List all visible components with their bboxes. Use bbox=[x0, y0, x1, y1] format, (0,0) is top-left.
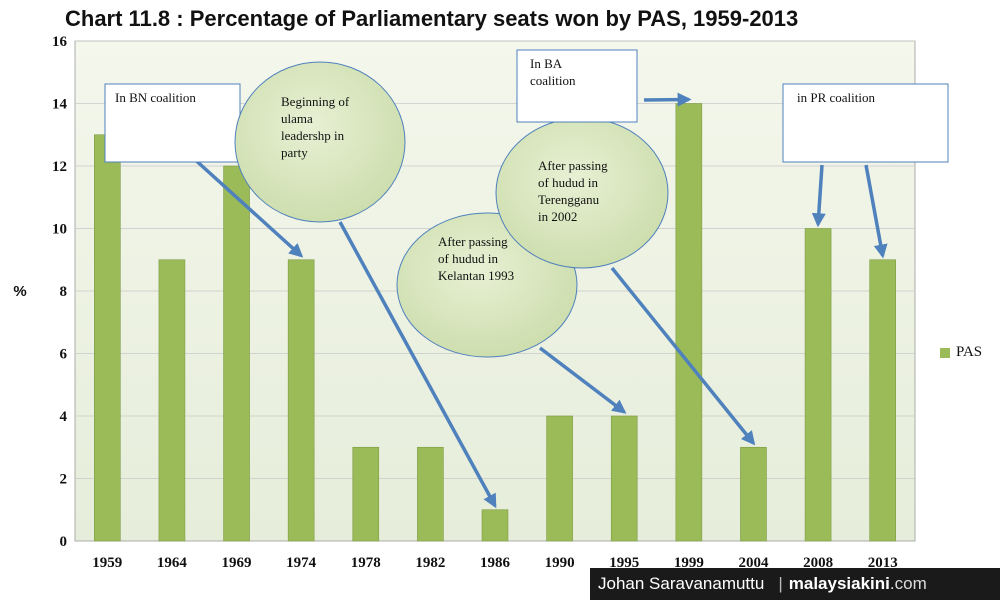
x-tick-label: 1990 bbox=[545, 555, 575, 571]
bar-1974 bbox=[287, 259, 315, 542]
y-tick-label: 16 bbox=[52, 34, 68, 50]
x-tick-label: 1969 bbox=[222, 555, 252, 571]
annotation-arrow-pr bbox=[864, 164, 888, 259]
x-tick-label: 1959 bbox=[92, 555, 122, 571]
bar-1995 bbox=[610, 415, 638, 542]
bar-1959 bbox=[94, 134, 121, 542]
annotation-arrow-pr bbox=[811, 164, 826, 228]
credit-brand: malaysiakini bbox=[788, 574, 890, 593]
annotation-text-terengganu: in 2002 bbox=[538, 209, 577, 224]
y-tick-label: 2 bbox=[60, 472, 68, 488]
y-tick-label: 8 bbox=[60, 284, 68, 300]
y-tick-label: 4 bbox=[60, 409, 68, 425]
annotation-text-kelantan: After passing bbox=[438, 234, 508, 249]
annotation-arrow-ulama bbox=[338, 221, 497, 509]
annotation-box-pr bbox=[782, 83, 949, 163]
legend-swatch-pas bbox=[940, 347, 950, 358]
x-tick-label: 2004 bbox=[738, 555, 769, 571]
annotation-arrow-kelantan bbox=[538, 346, 627, 414]
chart-title: Chart 11.8 : Percentage of Parliamentary… bbox=[65, 6, 799, 31]
credit-domain: .com bbox=[889, 574, 927, 593]
annotation-text-kelantan: of hudud in bbox=[438, 251, 498, 266]
annotation-text-ulama: Beginning of bbox=[281, 94, 350, 109]
bar-1969 bbox=[223, 165, 250, 542]
bar-2004 bbox=[740, 446, 767, 542]
y-tick-label: 12 bbox=[52, 159, 67, 175]
annotation-arrow-terengganu bbox=[610, 266, 756, 446]
bar-1999 bbox=[675, 103, 703, 542]
annotation-text-ulama: party bbox=[281, 145, 308, 160]
credit-separator: | bbox=[778, 574, 783, 593]
x-tick-label: 2008 bbox=[803, 555, 833, 571]
y-axis-label: % bbox=[13, 283, 26, 300]
bar-1982 bbox=[417, 446, 444, 542]
legend: PAS bbox=[940, 344, 982, 361]
annotation-text-ba: In BA bbox=[530, 56, 563, 71]
y-tick-label: 0 bbox=[60, 534, 68, 550]
annotation-text-bn: In BN coalition bbox=[115, 90, 196, 105]
annotation-text-terengganu: of hudud in bbox=[538, 175, 598, 190]
annotation-arrow-ba bbox=[643, 92, 692, 107]
x-tick-label: 1986 bbox=[480, 555, 511, 571]
y-tick-label: 10 bbox=[52, 222, 67, 238]
x-tick-label: 1999 bbox=[674, 555, 704, 571]
annotation-box-bn bbox=[104, 83, 241, 163]
bar-1964 bbox=[158, 259, 186, 542]
annotation-text-ba: coalition bbox=[530, 73, 576, 88]
annotation-text-terengganu: Terengganu bbox=[538, 192, 600, 207]
bar-1978 bbox=[352, 446, 380, 542]
annotation-text-pr: in PR coalition bbox=[797, 90, 876, 105]
annotation-text-terengganu: After passing bbox=[538, 158, 608, 173]
x-tick-label: 1982 bbox=[415, 555, 445, 571]
bar-2013 bbox=[869, 259, 896, 542]
bar-1990 bbox=[546, 415, 573, 542]
bar-2008 bbox=[804, 228, 832, 542]
credit-bar: Johan Saravanamuttu | malaysiakini .com bbox=[590, 568, 1000, 600]
y-tick-label: 6 bbox=[60, 347, 68, 363]
annotation-ellipse-ulama bbox=[234, 61, 406, 223]
x-tick-label: 1995 bbox=[609, 555, 639, 571]
x-tick-label: 2013 bbox=[868, 555, 898, 571]
x-tick-label: 1964 bbox=[157, 555, 188, 571]
annotation-text-ulama: ulama bbox=[281, 111, 313, 126]
credit-author: Johan Saravanamuttu bbox=[598, 574, 765, 593]
legend-label-pas: PAS bbox=[956, 344, 983, 360]
annotation-box-ba bbox=[516, 49, 638, 123]
y-tick-label: 14 bbox=[52, 97, 68, 113]
bar-1986 bbox=[481, 509, 509, 542]
annotation-text-ulama: leadershp in bbox=[281, 128, 345, 143]
x-tick-label: 1974 bbox=[286, 555, 317, 571]
x-tick-label: 1978 bbox=[351, 555, 381, 571]
annotation-text-kelantan: Kelantan 1993 bbox=[438, 268, 514, 283]
